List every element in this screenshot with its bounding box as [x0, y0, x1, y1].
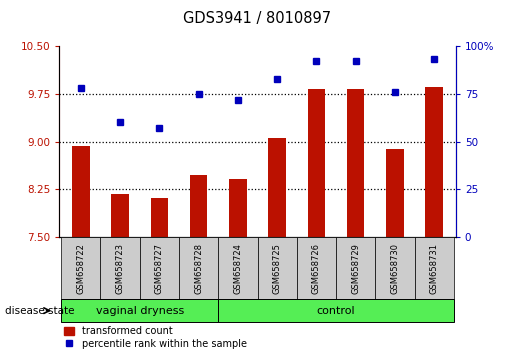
Bar — [111, 194, 129, 237]
Bar — [425, 87, 443, 237]
Legend: transformed count, percentile rank within the sample: transformed count, percentile rank withi… — [64, 326, 247, 349]
Text: GSM658725: GSM658725 — [272, 243, 282, 293]
Text: GSM658724: GSM658724 — [233, 243, 243, 293]
Bar — [229, 178, 247, 237]
Text: GSM658723: GSM658723 — [115, 242, 125, 294]
Bar — [190, 175, 208, 237]
Bar — [100, 237, 140, 299]
Bar — [375, 237, 415, 299]
Bar — [268, 138, 286, 237]
Text: GSM658726: GSM658726 — [312, 242, 321, 294]
Bar — [386, 149, 404, 237]
Bar — [179, 237, 218, 299]
Bar — [140, 237, 179, 299]
Bar — [218, 299, 454, 322]
Text: GSM658730: GSM658730 — [390, 242, 400, 294]
Bar — [258, 237, 297, 299]
Bar — [336, 237, 375, 299]
Bar — [307, 89, 325, 237]
Bar — [61, 237, 100, 299]
Bar — [150, 198, 168, 237]
Text: GSM658731: GSM658731 — [430, 242, 439, 294]
Text: control: control — [317, 306, 355, 316]
Bar — [415, 237, 454, 299]
Text: GSM658728: GSM658728 — [194, 242, 203, 294]
Text: disease state: disease state — [5, 306, 75, 316]
Bar — [72, 146, 90, 237]
Text: GSM658729: GSM658729 — [351, 243, 360, 293]
Bar — [297, 237, 336, 299]
Bar — [61, 299, 218, 322]
Text: vaginal dryness: vaginal dryness — [96, 306, 184, 316]
Bar — [347, 89, 365, 237]
Text: GSM658722: GSM658722 — [76, 243, 85, 293]
Text: GSM658727: GSM658727 — [155, 242, 164, 294]
Text: GDS3941 / 8010897: GDS3941 / 8010897 — [183, 11, 332, 25]
Bar — [218, 237, 258, 299]
